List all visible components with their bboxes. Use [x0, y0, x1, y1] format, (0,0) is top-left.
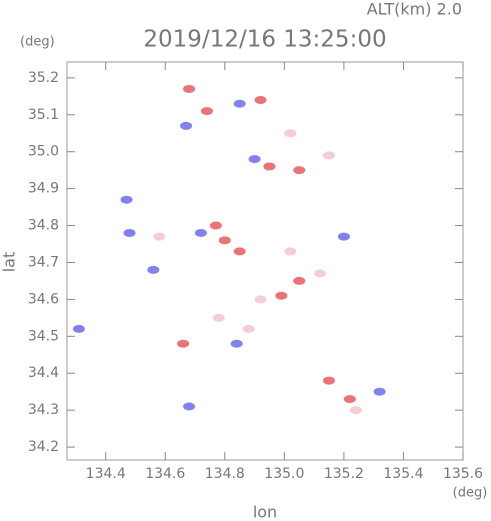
echo-point — [123, 228, 136, 237]
y-tick-label: 35.2 — [28, 70, 59, 86]
echo-point — [233, 99, 246, 108]
echo-point — [180, 121, 193, 130]
echo-point — [284, 247, 297, 256]
echo-point — [349, 406, 362, 415]
x-tick-label: 135.6 — [443, 466, 483, 482]
echo-point — [183, 402, 196, 411]
echo-point — [284, 129, 297, 138]
echo-point — [275, 291, 288, 300]
echo-point — [323, 151, 336, 160]
x-unit: (deg) — [453, 486, 488, 501]
y-tick-label: 34.4 — [28, 365, 59, 381]
echo-point — [230, 339, 243, 348]
echo-point — [263, 162, 276, 171]
echo-point — [120, 195, 133, 204]
echo-point — [209, 221, 222, 230]
echo-point — [200, 107, 213, 116]
y-tick-label: 34.3 — [28, 402, 59, 418]
echo-point — [314, 269, 327, 278]
x-tick-label: 135.2 — [324, 466, 364, 482]
echo-point — [248, 155, 261, 164]
y-tick-label: 34.2 — [28, 439, 59, 455]
x-tick-label: 134.4 — [86, 466, 126, 482]
y-unit: (deg) — [20, 35, 55, 50]
echo-point — [194, 228, 207, 237]
y-tick-label: 34.6 — [28, 291, 59, 307]
echo-point — [293, 276, 306, 285]
chart-title: 2019/12/16 13:25:00 — [143, 27, 386, 53]
x-tick-label: 134.6 — [145, 466, 185, 482]
echo-point — [323, 376, 336, 385]
echo-point — [218, 236, 231, 245]
echo-point — [337, 232, 350, 241]
x-tick-label: 135.0 — [264, 466, 304, 482]
echo-point — [373, 387, 386, 396]
echo-point — [147, 265, 160, 274]
echo-point — [242, 324, 255, 333]
echo-point — [343, 395, 356, 404]
y-tick-label: 34.5 — [28, 328, 59, 344]
echo-point — [177, 339, 190, 348]
subtitle: ALT(km) 2.0 — [367, 0, 462, 19]
y-tick-label: 34.7 — [28, 254, 59, 270]
y-axis-label: lat — [0, 252, 19, 273]
x-tick-label: 134.8 — [205, 466, 245, 482]
echo-point — [153, 232, 166, 241]
plot-frame — [66, 61, 464, 461]
x-tick-label: 135.4 — [383, 466, 423, 482]
echo-point — [72, 324, 85, 333]
echo-point — [293, 166, 306, 175]
echo-point — [254, 96, 267, 105]
x-axis-label: lon — [253, 503, 277, 521]
y-tick-label: 35.0 — [28, 144, 59, 160]
echo-point — [254, 295, 267, 304]
echo-point — [183, 84, 196, 93]
y-tick-label: 35.1 — [28, 107, 59, 123]
y-tick-label: 34.8 — [28, 218, 59, 234]
echo-point — [233, 247, 246, 256]
y-tick-label: 34.9 — [28, 181, 59, 197]
echo-point — [212, 313, 225, 322]
